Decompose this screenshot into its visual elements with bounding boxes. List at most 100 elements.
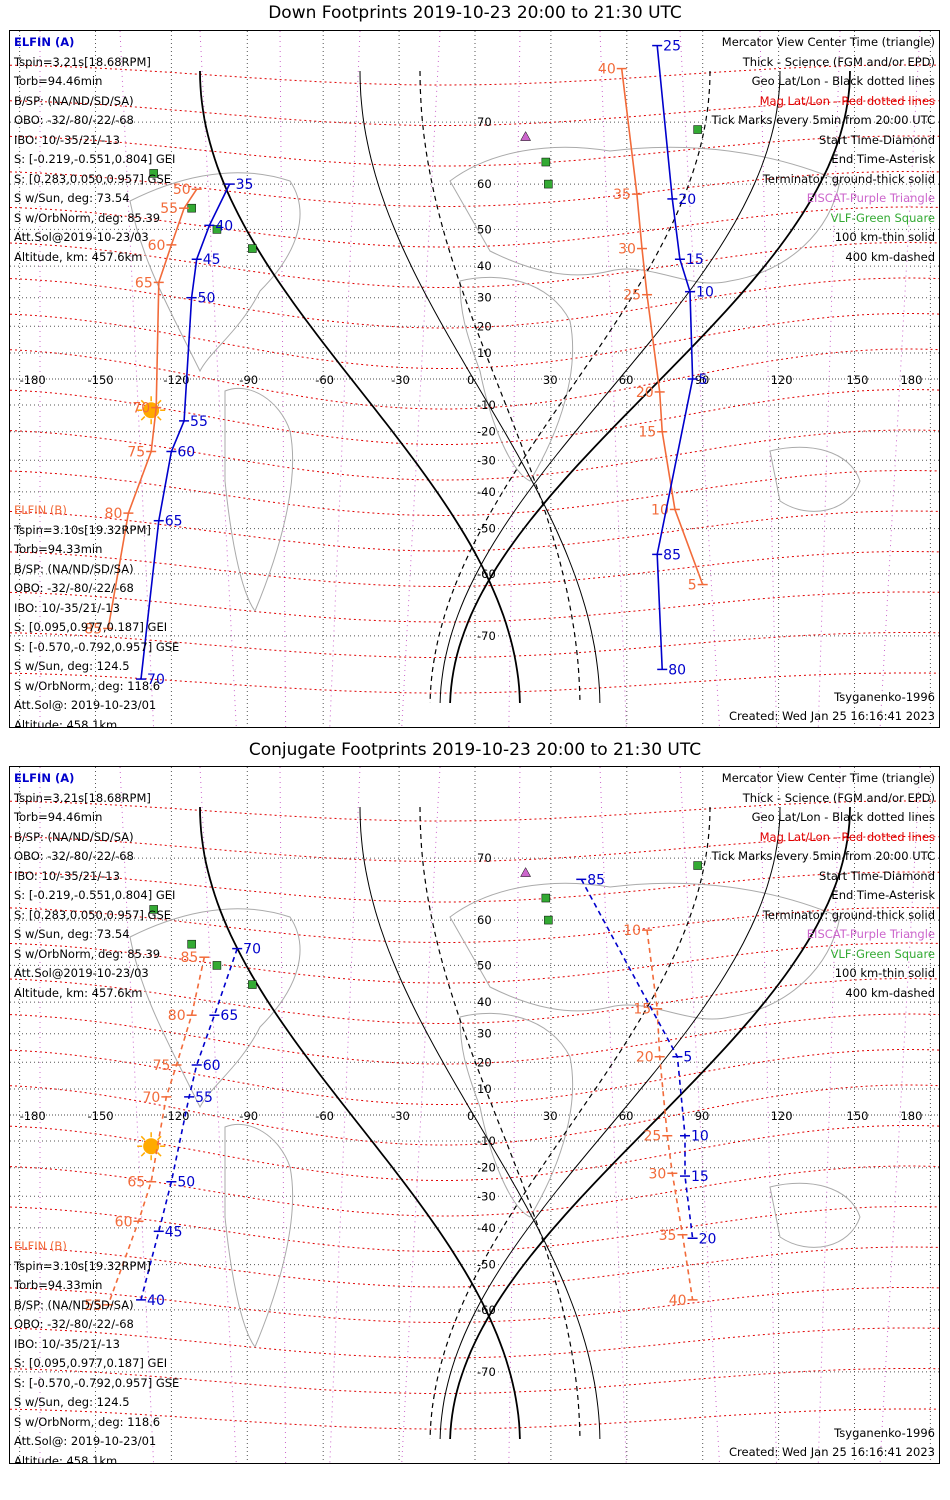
continent-outline [224,387,294,613]
continent-outline [459,1012,574,1218]
terminator-line [449,806,851,1440]
lon-tick-label: 150 [847,1109,869,1123]
time-tick-label: 70 [143,1090,161,1106]
lat-tick-label: 40 [477,259,492,273]
legend-item: VLF-Green Square [830,946,935,961]
lon-tick-label: 120 [771,1109,793,1123]
elfin-a-info: ELFIN (A) Tspin=3.21s[18.68RPM] Torb=94.4… [14,769,175,1003]
legend-conjugate: Mercator View Center Time (triangle) Thic… [712,769,935,1003]
elfin-a-info-line: Altitude, km: 457.6km [14,249,143,264]
time-tick-label: 85 [663,547,681,563]
sun-ray [156,416,162,421]
legend-item: Geo Lat/Lon - Black dotted lines [751,810,935,824]
lat-tick-label: 60 [477,177,492,191]
time-tick-label: 50 [177,1175,195,1191]
legend-item: 400 km-dashed [845,249,935,264]
lon-tick-label: 90 [695,373,710,387]
lat-tick-label: 50 [477,958,492,972]
time-tick-label: 20 [636,1050,654,1066]
time-tick-label: 10 [623,923,641,939]
time-tick-label: 60 [203,1058,221,1074]
footprint-track-a_orange [620,68,704,585]
mag-latitude-line [10,1368,939,1394]
legend-item: End Time-Asterisk [831,888,935,902]
elfin-b-info-line: IBO: 10/-35/21/-13 [14,1336,120,1351]
elfin-a-label: ELFIN (A) [14,35,75,49]
legend-item: Mag Lat/Lon - Red dotted lines [759,829,935,844]
time-tick-label: 65 [127,1175,145,1191]
elfin-b-info-line: B/SP: (NA/ND/SD/SA) [14,1297,134,1312]
time-tick-label: 30 [618,242,636,258]
time-tick-label: 10 [651,502,669,518]
elfin-a-info-line: S: [-0.219,-0.551,0.804] GEI [14,152,176,166]
elfin-a-info-line: Att.Sol@2019-10-23/03 [14,966,149,980]
elfin-a-info-line: S w/OrbNorm, deg: 85.39 [14,210,161,225]
legend-item: Tick Marks every 5min from 20:00 UTC [711,113,935,127]
time-tick-label: 60 [177,444,195,460]
elfin-b-info: ELFIN (B) Tspin=3.10s[19.32RPM] Torb=94.3… [14,501,179,727]
time-tick-label: 20 [699,1231,717,1247]
model-label: Tsyganenko-1996 [834,1426,935,1440]
lat-tick-label: -40 [477,1221,496,1235]
vlf-square [149,905,158,914]
vlf-square [541,893,551,903]
vlf-square [544,915,553,925]
mag-latitude-line [10,1206,939,1252]
mag-latitude-line [10,389,939,445]
legend-item: 100 km-thin solid [834,966,935,980]
time-tick-label: 20 [678,192,696,208]
legend-item: Terminator: ground-thick solid [762,907,935,922]
mag-latitude-line [10,1165,939,1217]
mag-latitude-line [10,348,939,410]
lat-tick-label: 50 [477,222,492,236]
created-label: Created: Wed Jan 25 16:16:41 2023 [728,709,935,723]
eiscat-triangle [520,867,532,877]
elfin-b-info-line: OBO: -32/-80/-22/-68 [14,581,134,595]
terminator-line [199,70,521,704]
lat-tick-label: -20 [477,425,496,439]
lat-tick-label: -60 [477,1303,496,1317]
mag-latitude-line [10,632,939,658]
mag-latitude-line [10,800,939,822]
time-tick-label: 35 [236,177,254,193]
time-tick-label: 5 [683,1050,692,1066]
lat-tick-label: -30 [477,453,496,467]
terminator-line [199,806,521,1440]
legend-item: 100 km-thin solid [834,230,935,244]
lon-tick-label: 30 [543,373,558,387]
sun-ray [140,399,146,405]
lon-tick-label: 180 [900,1109,922,1123]
time-tick-label: 80 [105,506,123,522]
continent-outline [129,172,301,373]
created-label: Created: Wed Jan 25 16:16:41 2023 [728,1445,935,1459]
elfin-a-info-line: B/SP: (NA/ND/SD/SA) [14,829,134,844]
vlf-square [544,179,553,189]
sun-ray [140,416,146,421]
elfin-a-info: ELFIN (A) Tspin=3.21s[18.68RPM] Torb=94.4… [14,33,175,267]
time-tick-label: 35 [659,1228,677,1244]
mag-latitude-line [10,1049,939,1105]
sun-icon [143,1138,160,1155]
elfin-b-info-line: S: [-0.570,-0.792,0.957] GSE [14,1375,180,1390]
lat-tick-label: -50 [477,522,496,536]
continent-outline [769,446,861,512]
sun-ray [140,1152,146,1157]
terminator-100km-line [359,70,601,704]
continent-outline [224,1123,294,1349]
map-canvas-conjugate: -180 -150 -120 -90 -60 -30 0 30 60 90 120 150 180 70 6… [10,767,939,1463]
time-tick-label: 45 [203,252,221,268]
legend-down: Mercator View Center Time (triangle) Thic… [712,33,935,267]
lat-tick-label: 70 [477,851,492,865]
time-tick-label: 15 [638,425,656,441]
time-tick-label: 5 [688,578,697,594]
mag-latitude-line [10,510,939,552]
time-tick-label: 65 [135,275,153,291]
legend-item: Tick Marks every 5min from 20:00 UTC [711,849,935,863]
time-tick-label: 55 [84,1298,102,1314]
terminator-100km-line [359,806,601,1440]
lon-tick-label: -180 [20,373,46,387]
time-tick-label: 50 [173,182,191,198]
elfin-b-info-line: Att.Sol@: 2019-10-23/01 [14,1434,157,1448]
mag-latitude-line [10,1125,939,1181]
elfin-a-info-line: Torb=94.46min [14,810,103,824]
